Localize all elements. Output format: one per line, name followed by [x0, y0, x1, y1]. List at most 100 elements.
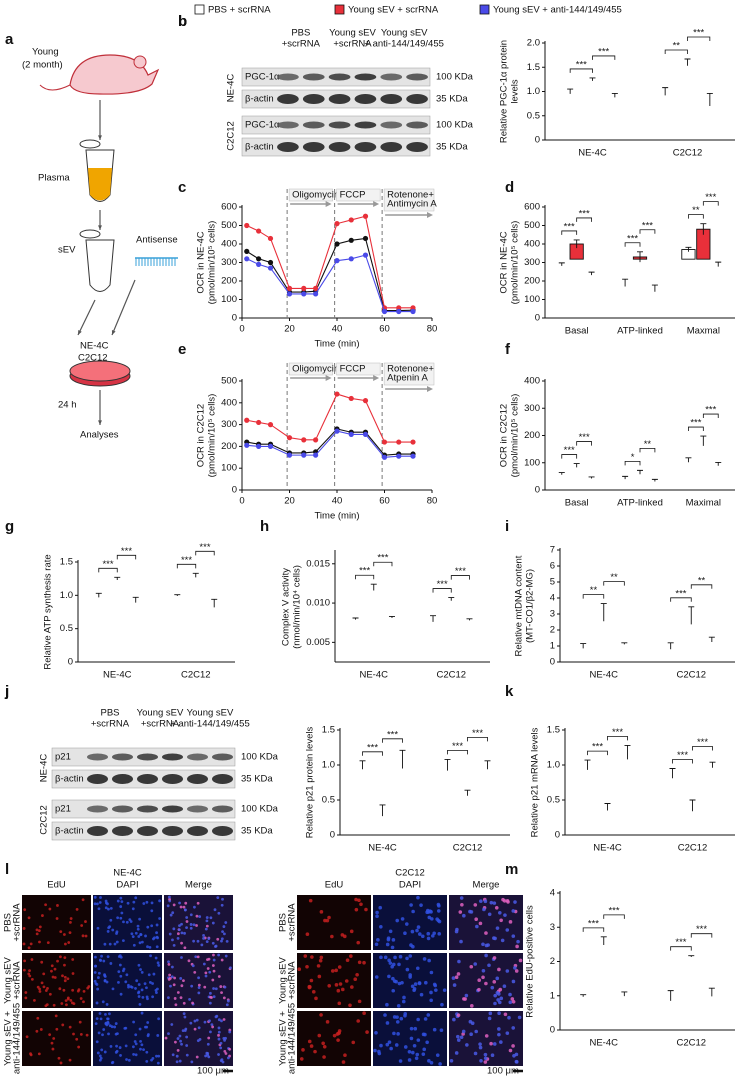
cell-dot [115, 940, 119, 944]
cell-dot [56, 904, 59, 907]
cell-dot [170, 1023, 174, 1026]
y-tick-label: 0 [535, 135, 540, 146]
cell-dot [303, 954, 308, 958]
x-tick-label: 40 [332, 496, 343, 507]
series-point [362, 252, 369, 258]
cell-dot [42, 972, 46, 976]
cell-dot [59, 955, 62, 959]
error-bar [580, 643, 587, 649]
cell-dot [349, 954, 353, 958]
cell-dot [517, 1015, 522, 1020]
cell-dot [138, 1002, 142, 1006]
cell-dot [98, 958, 102, 962]
cell-dot [131, 907, 135, 911]
arrow-head [111, 330, 116, 335]
series-point [381, 454, 388, 460]
x-tick-label: 20 [284, 496, 295, 507]
series-point [334, 241, 340, 247]
cell-dot [429, 1061, 434, 1065]
significance-bracket [639, 447, 656, 453]
cell-dot [454, 929, 459, 934]
cell-dot [452, 1017, 456, 1022]
y-axis-title: OCR in NE-4C [499, 231, 510, 293]
significance-label: *** [627, 233, 638, 244]
cell-dot [407, 1058, 412, 1062]
significance-label: *** [697, 737, 708, 748]
cell-dot [63, 979, 67, 983]
cell-dot [118, 1046, 122, 1049]
y-tick-label: 100 [524, 457, 540, 468]
significance-label: *** [696, 924, 707, 935]
cell-dot [217, 1037, 221, 1041]
antisense-label: Antisense [136, 235, 178, 246]
cell-dot [93, 971, 97, 974]
cell-dot [484, 953, 488, 958]
cell-dot [511, 1044, 515, 1048]
significance-bracket [576, 217, 592, 222]
cell-dot [150, 901, 154, 905]
series-point [396, 439, 402, 445]
cell-dot [492, 956, 497, 960]
cell-dot [62, 933, 66, 936]
significance-label: ** [590, 585, 598, 596]
cell-dot [100, 1048, 104, 1052]
y-axis-title: (pmol/min/10⁵ cells) [510, 394, 521, 478]
cell-dot [82, 989, 86, 993]
cell-dot [487, 963, 491, 968]
y-tick-label: 0.5 [527, 110, 540, 121]
cell-dot [105, 1023, 109, 1027]
cell-dot [449, 1058, 454, 1063]
marker-label: 35 KDa [436, 94, 468, 105]
significance-label: *** [693, 28, 704, 39]
error-bar [662, 87, 669, 96]
blot-header: PBS [100, 708, 119, 719]
cell-dot [321, 1041, 325, 1046]
y-tick-label: 600 [221, 202, 237, 213]
y-tick-label: 0 [232, 313, 237, 324]
error-bar [700, 223, 707, 235]
cell-dot [224, 1052, 228, 1055]
cell-dot [150, 909, 154, 913]
cell-dot [217, 1026, 221, 1030]
cell-dot [388, 929, 393, 934]
cell-dot [180, 1042, 183, 1046]
cell-dot [53, 967, 57, 971]
cell-dot [190, 984, 194, 988]
significance-label: *** [121, 546, 132, 557]
cell-dot [434, 988, 438, 992]
significance-label: *** [690, 418, 701, 429]
cell-dot [423, 1017, 428, 1021]
row-label: Young sEV + [3, 1011, 14, 1066]
significance-bracket [688, 214, 704, 219]
cell-dot [59, 930, 63, 934]
x-tick-label: 80 [427, 496, 438, 507]
cell-dot [105, 1003, 109, 1006]
cell-dot [170, 975, 174, 979]
cell-dot [183, 908, 187, 912]
series-point [256, 261, 262, 267]
cell-dot [437, 919, 442, 924]
cell-dot [515, 944, 519, 949]
cell-dot [189, 913, 193, 917]
error-bar [588, 271, 595, 276]
cell-dot [125, 973, 129, 977]
cell-dot [180, 941, 183, 945]
cell-dot [427, 915, 432, 920]
cell-dot [68, 931, 72, 935]
series-point [313, 291, 319, 297]
cell-dot [154, 956, 158, 960]
significance-bracket [624, 242, 641, 247]
row-label: Young sEV [278, 957, 289, 1004]
error-bar [132, 596, 139, 603]
cell-dot [197, 983, 201, 987]
cell-dot [35, 932, 39, 936]
micrograph [373, 953, 447, 1008]
cell-dot [217, 1033, 220, 1037]
cell-dot [422, 957, 427, 961]
band [354, 142, 377, 152]
cell-dot [52, 1037, 56, 1040]
cell-dot [211, 964, 215, 967]
cell-dot [462, 997, 466, 1001]
cell-dot [222, 1018, 226, 1021]
x-tick-label: NE-4C [589, 670, 618, 681]
